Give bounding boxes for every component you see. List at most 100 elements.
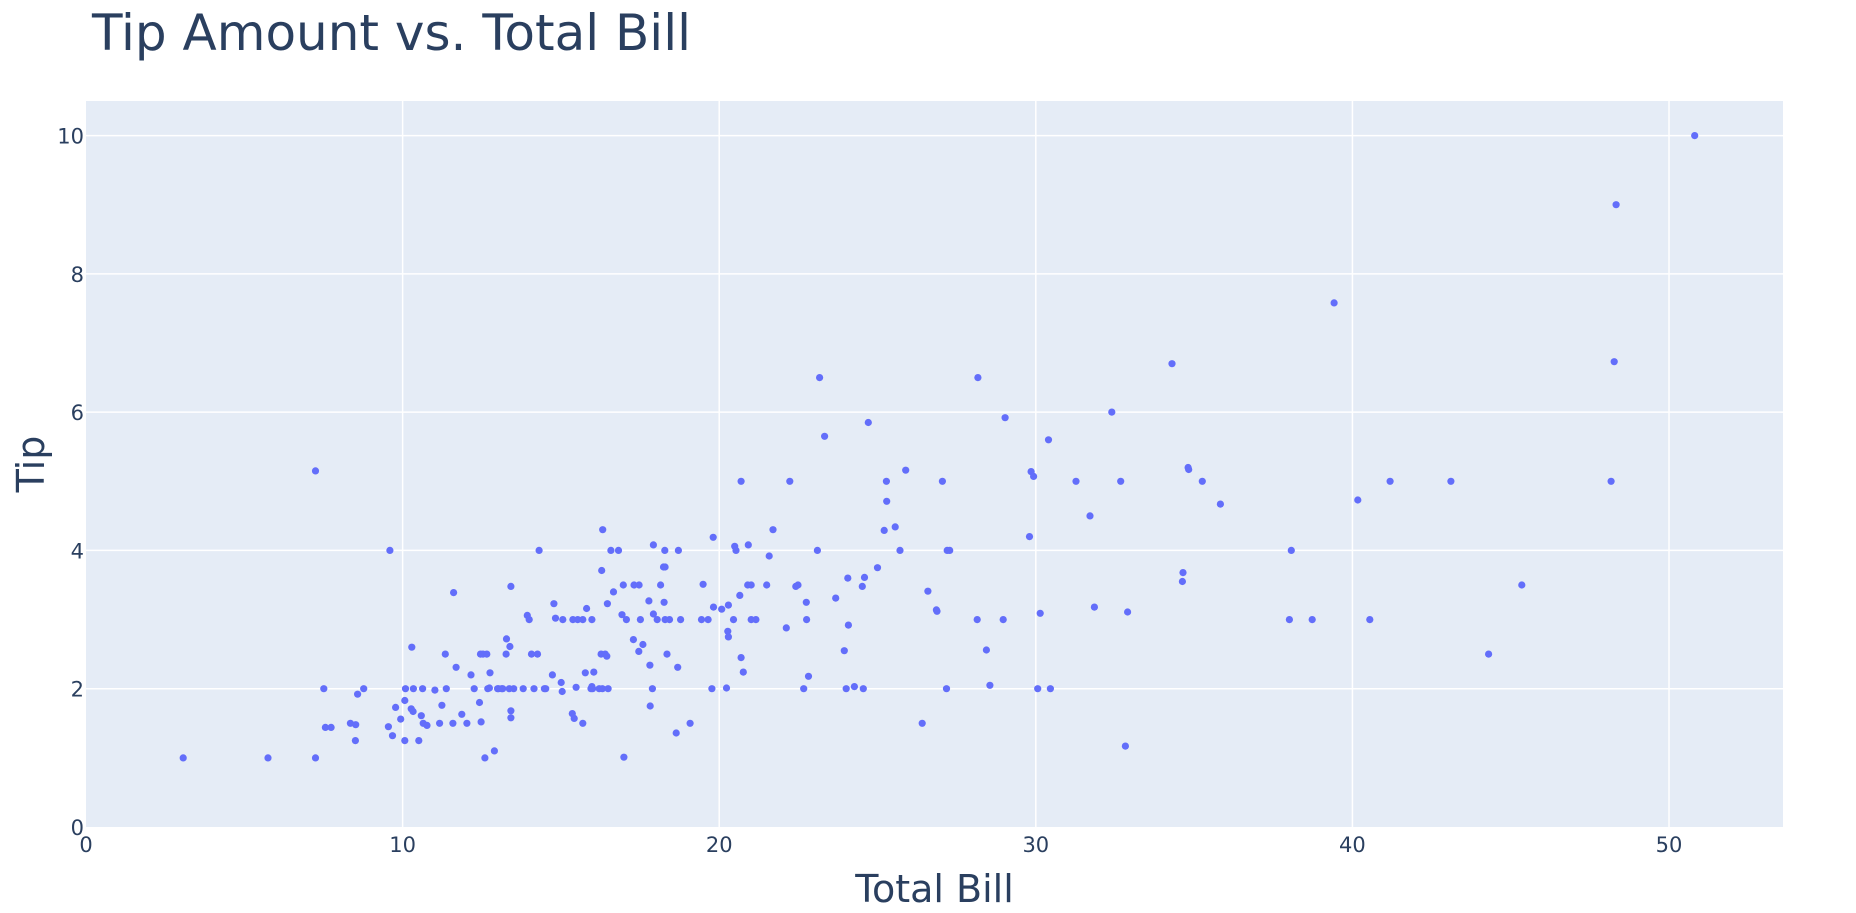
data-point [392, 703, 400, 712]
data-point [697, 616, 706, 624]
data-point [708, 685, 716, 693]
chart-title: Tip Amount vs. Total Bill [92, 4, 691, 62]
data-point [844, 574, 852, 582]
data-point [481, 754, 489, 762]
data-point [449, 719, 457, 727]
data-point [502, 650, 510, 658]
data-point [384, 723, 392, 731]
data-point [769, 526, 777, 534]
data-point [649, 541, 658, 549]
data-point [933, 607, 941, 615]
data-point [599, 526, 607, 534]
data-point [559, 616, 567, 624]
data-point [1117, 477, 1125, 485]
data-point [321, 723, 329, 732]
data-point [614, 546, 623, 555]
data-point [1108, 408, 1116, 416]
data-point [583, 604, 591, 613]
data-point [1354, 496, 1362, 504]
data-point [588, 616, 596, 624]
data-point [1086, 512, 1094, 520]
data-point [800, 685, 808, 693]
data-point [709, 603, 718, 611]
data-point [660, 598, 668, 606]
data-point [1121, 742, 1129, 750]
data-point [674, 546, 683, 555]
data-point [604, 685, 612, 693]
data-point [1308, 616, 1316, 624]
data-point [408, 643, 416, 651]
data-point [816, 374, 824, 382]
data-point [574, 616, 582, 624]
data-point [665, 616, 674, 624]
data-point [598, 566, 606, 575]
data-point [646, 661, 654, 669]
y-tick-label: 6 [71, 401, 84, 425]
data-point [351, 737, 359, 745]
data-point [603, 652, 611, 660]
data-point [419, 685, 427, 693]
data-point [729, 616, 738, 624]
data-point [946, 546, 954, 555]
data-point [607, 546, 615, 555]
data-point [510, 685, 518, 693]
data-point [1168, 360, 1176, 368]
y-tick-label: 0 [71, 816, 84, 840]
data-point [794, 581, 802, 589]
data-point [527, 650, 536, 658]
data-point [388, 732, 397, 740]
data-point [630, 581, 638, 589]
data-point [499, 685, 507, 693]
data-point [551, 614, 560, 622]
x-tick-label: 0 [79, 833, 92, 857]
data-point [458, 710, 466, 718]
data-point [672, 729, 680, 737]
data-point [1485, 650, 1493, 658]
data-point [821, 432, 829, 440]
data-point [360, 685, 368, 693]
data-point [722, 684, 731, 692]
data-point [467, 671, 475, 679]
data-point [311, 754, 320, 762]
data-point [397, 715, 405, 723]
data-point [483, 650, 491, 658]
data-point [519, 685, 527, 693]
data-point [415, 737, 423, 745]
data-point [832, 594, 840, 602]
data-point [548, 671, 557, 679]
data-point [986, 681, 994, 689]
y-tick-label: 8 [71, 263, 84, 287]
tick-labels: 0 10 20 30 40 50 0 2 4 6 8 10 [57, 125, 1682, 857]
data-point [401, 696, 409, 705]
data-point [629, 636, 638, 644]
data-point [618, 611, 626, 619]
data-point [999, 616, 1007, 624]
data-point [686, 719, 694, 727]
data-point [1178, 577, 1186, 586]
x-tick-label: 50 [1656, 833, 1683, 857]
data-point [438, 701, 446, 709]
data-point [648, 685, 657, 693]
data-point [530, 685, 538, 693]
data-point [864, 418, 872, 427]
data-point [840, 647, 848, 655]
data-point [557, 678, 565, 687]
y-tick-label: 4 [71, 539, 84, 563]
data-point [470, 685, 478, 693]
data-point [354, 690, 362, 698]
data-point [603, 600, 612, 608]
data-point [581, 669, 589, 677]
data-point [442, 685, 450, 693]
data-point [535, 546, 543, 555]
data-point [409, 707, 417, 716]
data-point [486, 669, 494, 677]
data-point [401, 737, 409, 745]
data-point [974, 374, 982, 382]
data-point [635, 581, 643, 589]
data-point [850, 683, 859, 691]
data-point [507, 582, 515, 591]
data-point [1216, 500, 1224, 508]
data-point [589, 685, 597, 693]
data-point [1044, 436, 1053, 444]
data-point [765, 552, 773, 560]
